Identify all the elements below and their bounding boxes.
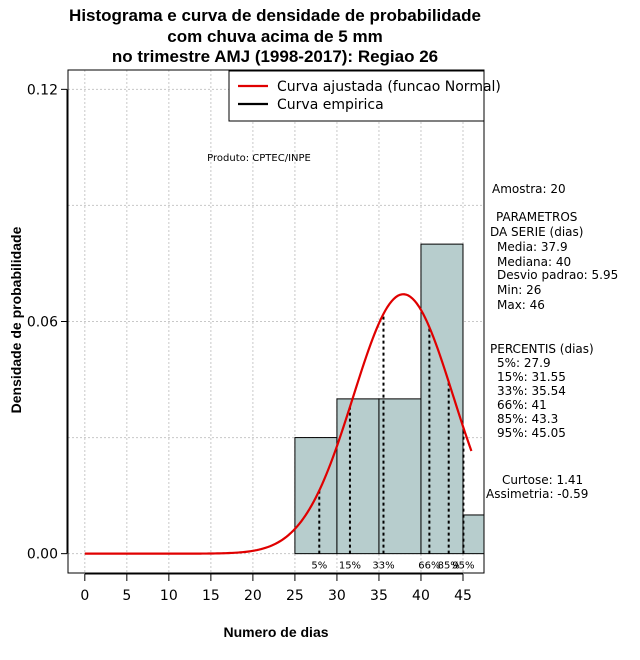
x-tick-label: 45 bbox=[454, 588, 472, 604]
param-mediana: Mediana: 40 bbox=[497, 255, 572, 269]
plot-frame bbox=[67, 69, 485, 574]
product-label: Produto: CPTEC/INPE bbox=[207, 153, 311, 164]
x-tick-label: 25 bbox=[286, 588, 304, 604]
legend-entry-empirical: Curva empirica bbox=[277, 97, 384, 113]
percentis-heading: PERCENTIS (dias) bbox=[490, 342, 594, 356]
y-tick-label: 0.00 bbox=[27, 547, 58, 563]
legend-entry-normal: Curva ajustada (funcao Normal) bbox=[277, 79, 501, 95]
chart-title-line-2: com chuva acima de 5 mm bbox=[167, 27, 383, 46]
x-tick-label: 5 bbox=[122, 588, 131, 604]
chart-title-line-3: no trimestre AMJ (1998-2017): Regiao 26 bbox=[111, 47, 439, 66]
histogram-bar bbox=[378, 398, 422, 555]
percentile-label: 33% bbox=[372, 561, 394, 572]
x-tick-label: 40 bbox=[412, 588, 430, 604]
percentil-5: 5%: 27.9 bbox=[497, 356, 551, 370]
histogram-bar bbox=[420, 243, 464, 555]
percentil-85: 85%: 43.3 bbox=[497, 412, 559, 426]
percentil-66: 66%: 41 bbox=[497, 398, 547, 412]
percentile-label: 95% bbox=[452, 561, 474, 572]
x-tick-label: 20 bbox=[244, 588, 262, 604]
normal-fit-curve bbox=[84, 293, 473, 555]
param-media: Media: 37.9 bbox=[497, 240, 568, 254]
percentil-33: 33%: 35.54 bbox=[497, 384, 566, 398]
y-axis-label: Densidade de probabilidade bbox=[8, 226, 24, 414]
x-tick-label: 10 bbox=[160, 588, 178, 604]
percentile-label: 5% bbox=[311, 561, 327, 572]
param-min: Min: 26 bbox=[497, 283, 542, 297]
percentile-label: 85% bbox=[438, 561, 460, 572]
x-tick-label: 35 bbox=[370, 588, 388, 604]
legend: Curva ajustada (funcao Normal) Curva emp… bbox=[228, 70, 501, 122]
params-heading-1: PARAMETROS bbox=[496, 210, 578, 224]
param-desvio: Desvio padrao: 5.95 bbox=[497, 268, 619, 282]
param-max: Max: 46 bbox=[497, 298, 545, 312]
x-tick-label: 0 bbox=[80, 588, 89, 604]
percentil-95: 95%: 45.05 bbox=[497, 426, 566, 440]
percentil-15: 15%: 31.55 bbox=[497, 370, 566, 384]
x-tick-label: 15 bbox=[202, 588, 220, 604]
y-tick-label: 0.06 bbox=[27, 315, 58, 331]
percentile-label: 15% bbox=[339, 561, 361, 572]
params-heading-2: DA SERIE (dias) bbox=[490, 225, 584, 239]
histogram-bar bbox=[462, 514, 485, 555]
x-axis-label: Numero de dias bbox=[223, 624, 329, 640]
histogram-bar bbox=[336, 398, 380, 555]
sample-size: Amostra: 20 bbox=[492, 182, 566, 196]
curtose: Curtose: 1.41 bbox=[502, 473, 584, 487]
assimetria: Assimetria: -0.59 bbox=[486, 487, 589, 501]
chart-title-line-1: Histograma e curva de densidade de proba… bbox=[69, 6, 481, 25]
y-tick-label: 0.12 bbox=[27, 82, 58, 98]
percentile-label: 66% bbox=[418, 561, 440, 572]
x-tick-label: 30 bbox=[328, 588, 346, 604]
legend-box bbox=[228, 70, 485, 122]
